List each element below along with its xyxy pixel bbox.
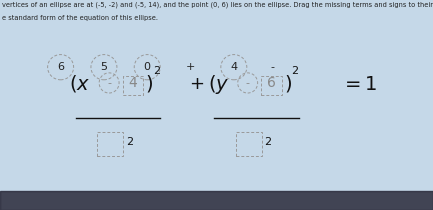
Text: 6: 6: [57, 62, 64, 72]
Text: 6: 6: [267, 76, 276, 90]
Text: $)$: $)$: [284, 74, 292, 94]
Text: -: -: [271, 62, 275, 72]
Text: $+$: $+$: [190, 75, 204, 93]
Text: $2$: $2$: [265, 135, 272, 147]
Text: $2$: $2$: [126, 135, 134, 147]
Text: $(y$: $(y$: [208, 72, 229, 96]
Text: -: -: [246, 78, 250, 88]
Text: e standard form of the equation of this ellipse.: e standard form of the equation of this …: [2, 15, 158, 21]
Text: $2$: $2$: [153, 64, 161, 76]
Text: 0: 0: [144, 62, 151, 72]
Text: $= 1$: $= 1$: [341, 75, 378, 93]
Text: -: -: [107, 78, 111, 88]
Text: 5: 5: [100, 62, 107, 72]
Text: $(x$: $(x$: [69, 74, 91, 94]
Text: $2$: $2$: [291, 64, 299, 76]
Text: 4: 4: [230, 62, 237, 72]
Text: $)$: $)$: [145, 74, 153, 94]
Bar: [0, 191, 433, 210]
Text: vertices of an ellipse are at (-5, -2) and (-5, 14), and the point (0, 6) lies o: vertices of an ellipse are at (-5, -2) a…: [2, 1, 433, 8]
Text: +: +: [186, 62, 195, 72]
Text: 4: 4: [129, 76, 137, 90]
